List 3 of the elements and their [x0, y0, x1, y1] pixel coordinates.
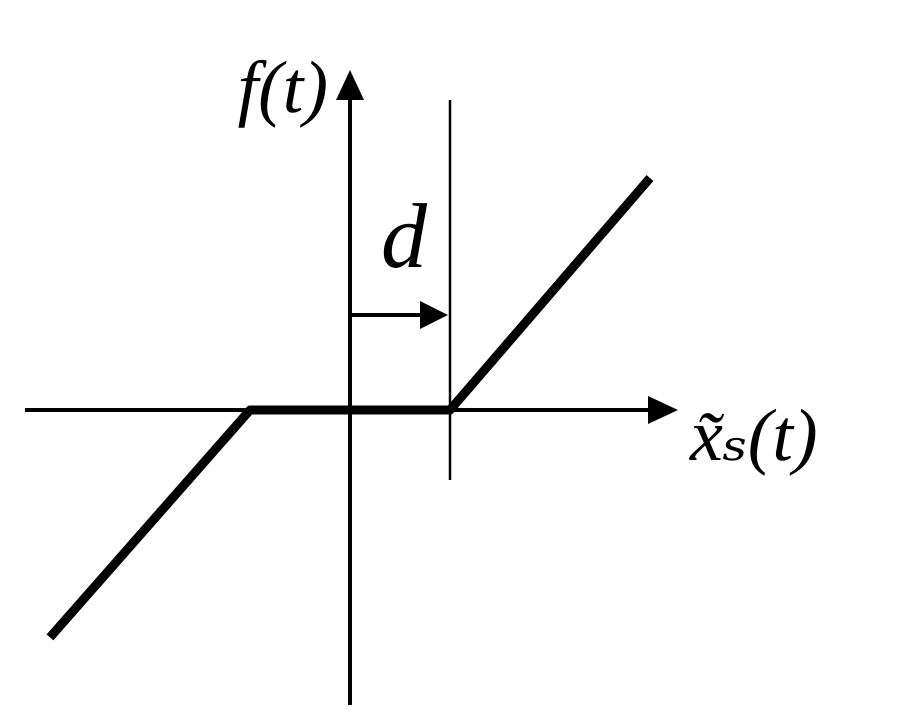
x-axis-title: x̃ₛ(t) [689, 395, 818, 477]
annotation: d [381, 185, 428, 287]
y-axis-title: f(t) [238, 47, 328, 129]
